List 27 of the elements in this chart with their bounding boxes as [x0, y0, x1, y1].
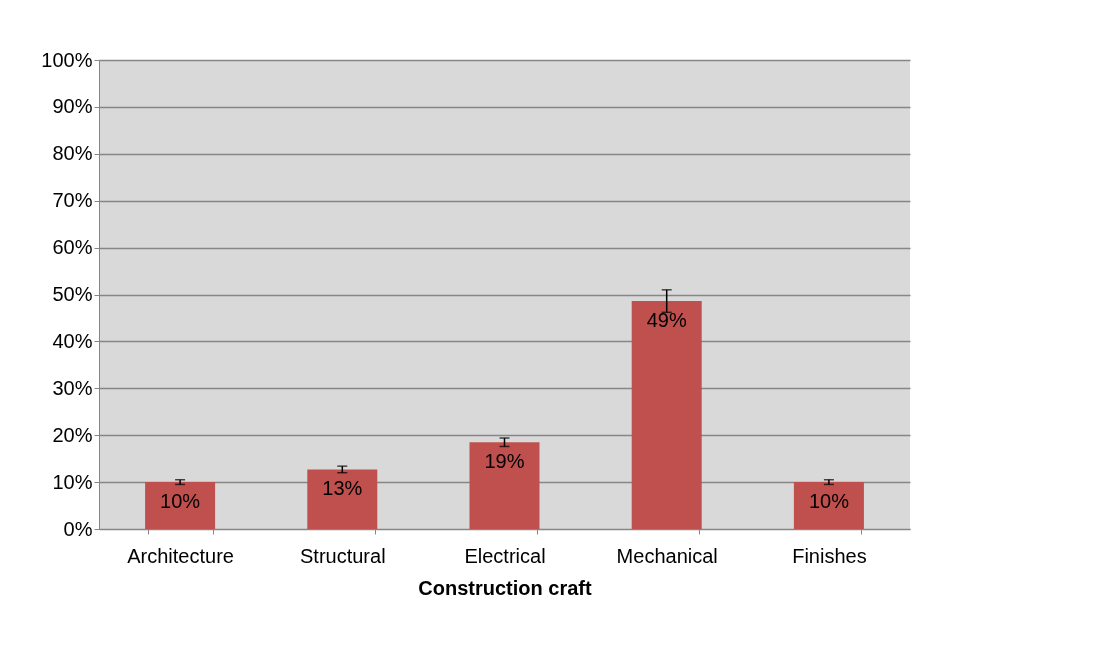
x-tick-label: Architecture	[127, 544, 234, 567]
x-tick-label: Finishes	[792, 544, 867, 567]
bar	[793, 482, 864, 529]
x-tick-label: Mechanical	[616, 544, 718, 567]
data-label: 10%	[160, 490, 201, 513]
y-tick-label: 70%	[52, 189, 93, 212]
x-tick-label: Electrical	[464, 544, 546, 567]
y-tick-label: 20%	[52, 423, 93, 446]
y-tick-label: 0%	[63, 517, 93, 540]
bar	[145, 482, 216, 529]
data-label: 19%	[484, 450, 525, 473]
x-axis-title: Construction craft	[418, 576, 593, 599]
y-tick-label: 90%	[52, 95, 93, 118]
y-tick-label: 50%	[52, 283, 93, 305]
x-tick-label: Structural	[300, 544, 386, 567]
bar	[307, 469, 378, 529]
y-tick-label: 30%	[52, 376, 93, 399]
y-tick-label: 100%	[41, 48, 93, 71]
data-label: 10%	[808, 490, 850, 513]
y-tick-label: 80%	[52, 142, 93, 165]
y-tick-label: 10%	[52, 470, 93, 493]
y-tick-label: 60%	[52, 236, 93, 259]
data-label: 13%	[322, 477, 363, 500]
bar	[469, 442, 540, 529]
bar	[631, 301, 702, 529]
y-tick-label: 40%	[52, 329, 93, 352]
data-label: 49%	[646, 309, 687, 332]
